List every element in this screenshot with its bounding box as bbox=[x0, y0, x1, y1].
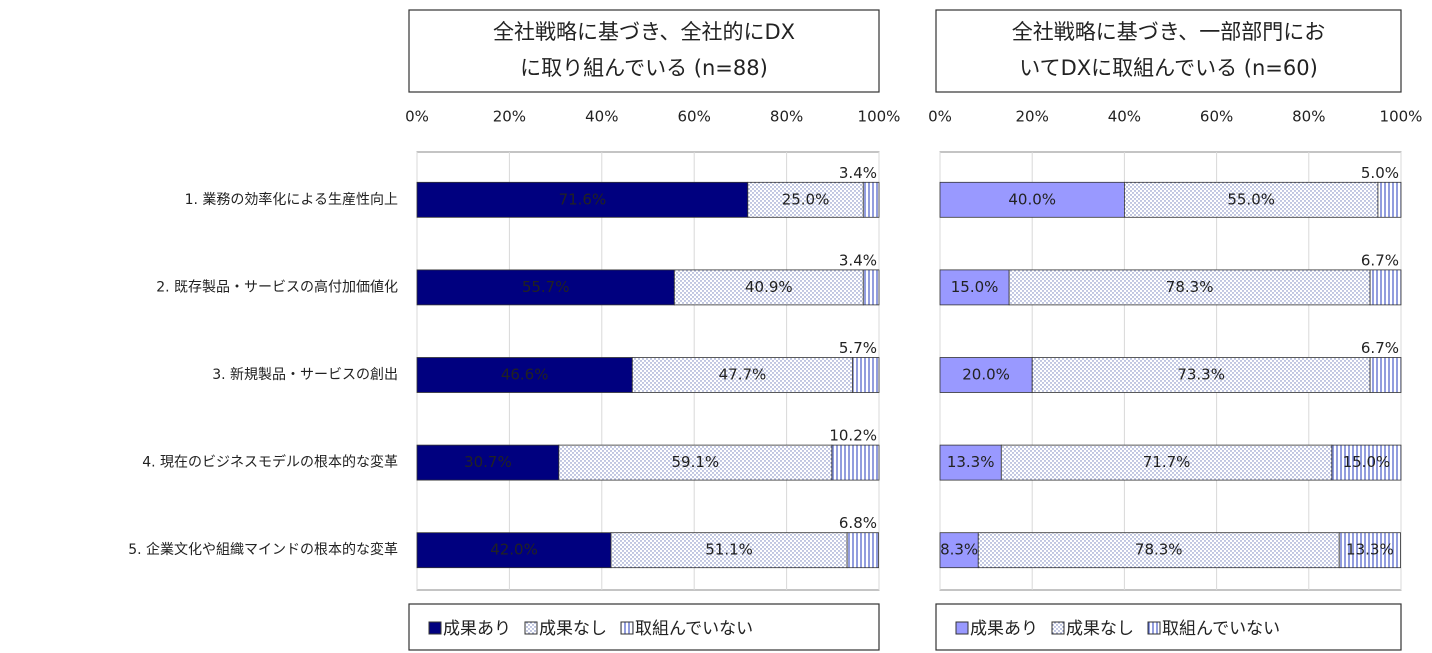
data-label: 30.7% bbox=[464, 453, 512, 471]
data-label: 71.6% bbox=[559, 190, 607, 208]
bar-segment bbox=[1338, 532, 1401, 569]
data-label: 10.2% bbox=[829, 427, 877, 445]
legend-box bbox=[408, 603, 880, 651]
bar-segment bbox=[939, 444, 1002, 481]
data-label: 71.7% bbox=[1143, 453, 1191, 471]
bar-segment bbox=[1377, 181, 1402, 218]
bar-segment bbox=[610, 532, 848, 569]
legend-swatch bbox=[1051, 621, 1065, 635]
category-label: 4. 現在のビジネスモデルの根本的な変革 bbox=[142, 454, 398, 471]
x-tick-label: 20% bbox=[1016, 108, 1049, 126]
x-tick-label: 0% bbox=[928, 108, 952, 126]
data-label: 46.6% bbox=[501, 366, 549, 384]
bar-segment bbox=[558, 444, 833, 481]
data-label: 78.3% bbox=[1135, 541, 1183, 559]
bar-segment bbox=[1000, 444, 1333, 481]
title-box bbox=[408, 9, 880, 93]
bar-segment bbox=[1031, 357, 1371, 393]
legend-swatch bbox=[428, 621, 442, 635]
bar-segment bbox=[416, 357, 633, 393]
data-label: 40.9% bbox=[745, 278, 793, 296]
bar-segment bbox=[852, 357, 880, 393]
data-label: 6.7% bbox=[1361, 339, 1399, 357]
legend-label: 成果なし bbox=[1066, 619, 1134, 639]
legend-label: 取組んでいない bbox=[1162, 619, 1280, 639]
chart-title: いてDXに取組んでいる (n=60) bbox=[1019, 56, 1318, 80]
data-label: 3.4% bbox=[839, 164, 877, 182]
bar-segment bbox=[631, 357, 854, 393]
bar-segment bbox=[1369, 269, 1402, 306]
bar-segment bbox=[416, 444, 560, 481]
bar-segment bbox=[862, 269, 880, 306]
bar-segment bbox=[831, 444, 880, 481]
bar-segment bbox=[939, 181, 1125, 218]
legend-swatch bbox=[1147, 621, 1161, 635]
data-label: 13.3% bbox=[1346, 541, 1394, 559]
x-tick-label: 20% bbox=[493, 108, 526, 126]
data-label: 73.3% bbox=[1177, 366, 1225, 384]
chart-title: 全社戦略に基づき、一部部門にお bbox=[1012, 20, 1326, 44]
chart-title: に取り組んでいる (n=88) bbox=[520, 56, 768, 80]
chart-title: 全社戦略に基づき、全社的にDX bbox=[493, 20, 795, 44]
data-label: 5.0% bbox=[1361, 164, 1399, 182]
data-label: 8.3% bbox=[940, 541, 978, 559]
data-label: 5.7% bbox=[839, 339, 877, 357]
bar-segment bbox=[673, 269, 864, 306]
data-label: 6.8% bbox=[839, 514, 877, 532]
legend-label: 取組んでいない bbox=[635, 619, 753, 639]
data-label: 51.1% bbox=[705, 541, 753, 559]
bar-segment bbox=[939, 357, 1033, 393]
category-label: 1. 業務の効率化による生産性向上 bbox=[185, 191, 398, 208]
data-label: 15.0% bbox=[1343, 453, 1391, 471]
bar-segment bbox=[939, 269, 1010, 306]
x-tick-label: 0% bbox=[405, 108, 429, 126]
x-tick-label: 40% bbox=[585, 108, 618, 126]
x-tick-label: 60% bbox=[1200, 108, 1233, 126]
x-tick-label: 60% bbox=[678, 108, 711, 126]
bar-segment bbox=[862, 181, 880, 218]
data-label: 25.0% bbox=[782, 190, 830, 208]
legend-label: 成果なし bbox=[539, 619, 607, 639]
bar-segment bbox=[846, 532, 879, 569]
legend-swatch bbox=[620, 621, 634, 635]
data-label: 42.0% bbox=[490, 541, 538, 559]
x-tick-label: 100% bbox=[1380, 108, 1423, 126]
category-label: 2. 既存製品・サービスの高付加価値化 bbox=[156, 278, 398, 295]
x-tick-label: 40% bbox=[1108, 108, 1141, 126]
bar-segment bbox=[1124, 181, 1379, 218]
bar-segment bbox=[747, 181, 864, 218]
x-tick-label: 100% bbox=[858, 108, 901, 126]
data-label: 3.4% bbox=[839, 251, 877, 269]
data-label: 13.3% bbox=[947, 453, 995, 471]
data-label: 40.0% bbox=[1008, 190, 1056, 208]
bar-segment bbox=[1369, 357, 1402, 393]
legend-label: 成果あり bbox=[443, 619, 511, 639]
category-label: 5. 企業文化や組織マインドの根本的な変革 bbox=[128, 541, 398, 558]
bar-segment bbox=[416, 269, 675, 306]
bar-segment bbox=[416, 532, 612, 569]
data-label: 15.0% bbox=[951, 278, 999, 296]
legend-swatch bbox=[524, 621, 538, 635]
x-tick-label: 80% bbox=[770, 108, 803, 126]
bar-segment bbox=[977, 532, 1340, 569]
data-label: 6.7% bbox=[1361, 251, 1399, 269]
bar-segment bbox=[1331, 444, 1402, 481]
x-tick-label: 80% bbox=[1292, 108, 1325, 126]
data-label: 78.3% bbox=[1166, 278, 1214, 296]
title-box bbox=[935, 9, 1402, 93]
data-label: 59.1% bbox=[672, 453, 720, 471]
legend-box bbox=[935, 603, 1402, 651]
legend-label: 成果あり bbox=[970, 619, 1038, 639]
data-label: 47.7% bbox=[719, 366, 767, 384]
data-label: 55.7% bbox=[522, 278, 570, 296]
data-label: 20.0% bbox=[962, 366, 1010, 384]
legend-swatch bbox=[955, 621, 969, 635]
data-label: 55.0% bbox=[1227, 190, 1275, 208]
category-label: 3. 新規製品・サービスの創出 bbox=[212, 367, 398, 383]
